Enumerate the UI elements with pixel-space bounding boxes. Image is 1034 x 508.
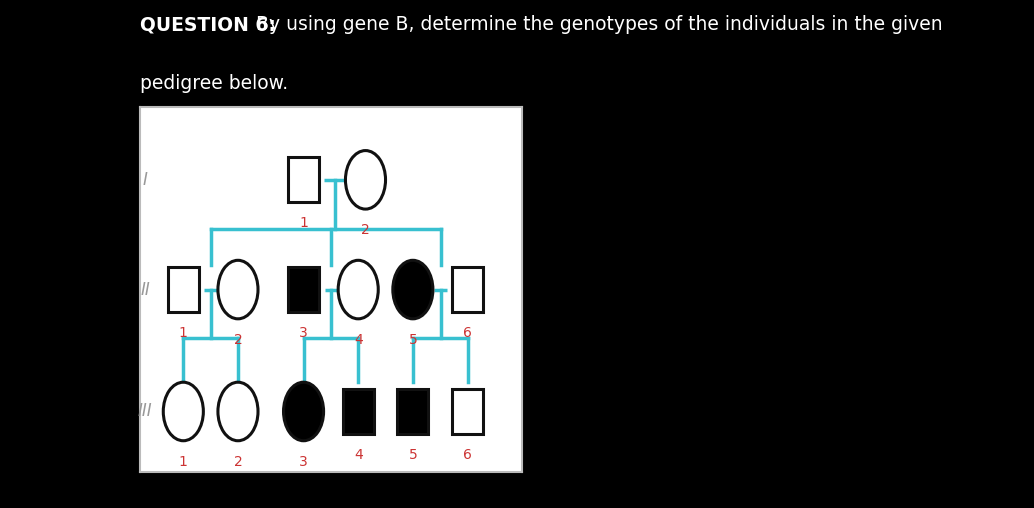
Text: 5: 5 [408,333,418,347]
Ellipse shape [218,260,258,319]
Bar [397,389,428,434]
Text: 2: 2 [234,455,242,469]
Text: pedigree below.: pedigree below. [140,74,287,92]
Text: 1: 1 [179,455,188,469]
Text: 5: 5 [408,448,418,462]
Text: 4: 4 [354,448,363,462]
Text: 6: 6 [463,326,472,340]
Bar [288,157,320,202]
Text: 1: 1 [299,216,308,231]
Text: 2: 2 [361,224,370,237]
Ellipse shape [163,382,204,441]
Ellipse shape [218,382,258,441]
Text: QUESTION 6:: QUESTION 6: [140,15,275,34]
Ellipse shape [345,150,386,209]
Text: II: II [141,280,150,299]
Bar [342,389,373,434]
Ellipse shape [393,260,433,319]
Ellipse shape [338,260,378,319]
Text: 6: 6 [463,448,472,462]
Text: 2: 2 [234,333,242,347]
Bar [452,389,483,434]
Ellipse shape [283,382,324,441]
Text: I: I [143,171,148,189]
Text: 3: 3 [299,326,308,340]
Bar [168,267,199,312]
Text: III: III [138,402,152,421]
Bar [452,267,483,312]
Text: 1: 1 [179,326,188,340]
Text: 4: 4 [354,333,363,347]
Bar [288,267,320,312]
Text: By using gene B, determine the genotypes of the individuals in the given: By using gene B, determine the genotypes… [250,15,943,34]
Text: 3: 3 [299,455,308,469]
